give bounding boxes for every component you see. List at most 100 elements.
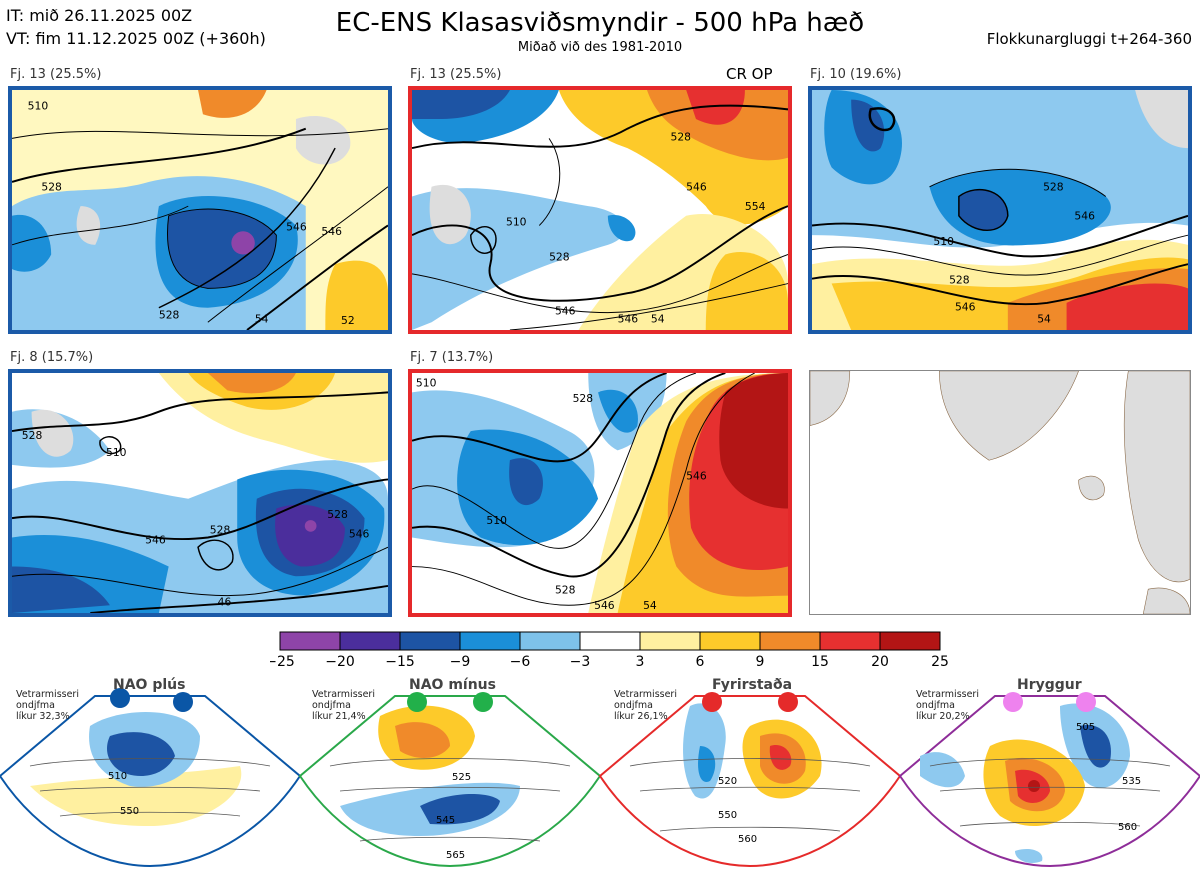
colorbar-swatch-6 bbox=[639, 631, 701, 651]
colorbar-swatch-2 bbox=[399, 631, 461, 651]
regime-nao-minus: 525 545 565 bbox=[298, 692, 602, 868]
panel-4-contour-5: 546 bbox=[145, 533, 166, 546]
panel-4-contour-7: 46 bbox=[218, 595, 232, 608]
regime-1-contour-1: 525 bbox=[452, 772, 471, 783]
regime-1-title: NAO mínus bbox=[409, 677, 496, 693]
regime-3-title: Hryggur bbox=[1017, 677, 1082, 693]
colorbar-tick-3: −9 bbox=[450, 654, 471, 670]
colorbar-tick-4: −6 bbox=[510, 654, 531, 670]
classification-window: Flokkunargluggi t+264-360 bbox=[986, 30, 1192, 48]
colorbar-swatch-3 bbox=[459, 631, 521, 651]
regime-0-title: NAO plús bbox=[113, 677, 186, 693]
colorbar-swatch-7 bbox=[699, 631, 761, 651]
cluster-map-4: 528 510 528 528 546 546 46 bbox=[8, 369, 392, 617]
panel-5-contour-6: 546 bbox=[594, 599, 615, 612]
regime-3-note-line-1: Vetrarmisseri bbox=[916, 689, 979, 700]
colorbar-swatch-4 bbox=[519, 631, 581, 651]
regime-2-note-line-1: Vetrarmisseri bbox=[614, 689, 677, 700]
panel-5-contour-4: 510 bbox=[486, 514, 507, 527]
colorbar-swatch-9 bbox=[819, 631, 881, 651]
regime-3-contour-3: 560 bbox=[1118, 822, 1137, 833]
colorbar-tick-5: −3 bbox=[570, 654, 591, 670]
panel-1-contour-1: 510 bbox=[28, 99, 49, 112]
colorbar-swatch-1 bbox=[339, 631, 401, 651]
panel-1-contour-6: 546 bbox=[286, 220, 307, 233]
panel-3-contour-1: 528 bbox=[1043, 181, 1064, 194]
empty-base-map bbox=[809, 370, 1191, 615]
panel-2-contour-5: 546 bbox=[686, 181, 707, 194]
regime-3-note-line-3: líkur 20,2% bbox=[916, 711, 970, 722]
panel-4-contour-6: 546 bbox=[349, 528, 370, 541]
regime-0-note-line-1: Vetrarmisseri bbox=[16, 689, 79, 700]
regime-0-contour-1: 510 bbox=[108, 771, 127, 782]
panel-5-contour-1: 510 bbox=[416, 377, 437, 390]
regime-nao-plus: 510 550 bbox=[0, 688, 302, 868]
valid-time: VT: fim 11.12.2025 00Z (+360h) bbox=[6, 29, 266, 48]
regime-1-note-line-2: ondjfma bbox=[312, 700, 351, 711]
panel-2-contour-6: 554 bbox=[745, 200, 766, 213]
panel-1-label: Fj. 13 (25.5%) bbox=[10, 67, 102, 82]
panel-3-contour-6: 54 bbox=[1037, 312, 1051, 325]
panel-4-contour-1: 528 bbox=[22, 429, 43, 442]
panel-2-tag: CR OP bbox=[726, 65, 773, 83]
panel-5-contour-3: 546 bbox=[686, 470, 707, 483]
regime-1-note-line-1: Vetrarmisseri bbox=[312, 689, 375, 700]
cluster-map-5: 510 528 546 510 528 546 54 bbox=[408, 369, 792, 617]
regime-2-title: Fyrirstaða bbox=[712, 677, 793, 693]
panel-3-contour-4: 528 bbox=[949, 274, 970, 287]
panel-5-contour-5: 528 bbox=[555, 584, 576, 597]
regime-2-note-line-2: ondjfma bbox=[614, 700, 653, 711]
colorbar-tick-9: 15 bbox=[811, 654, 829, 670]
cluster-map-2: 528 510 528 546 546 554 546 54 bbox=[408, 86, 792, 334]
panel-3-contour-5: 546 bbox=[955, 301, 976, 314]
panel-2-contour-1: 528 bbox=[671, 130, 692, 143]
panel-5-label: Fj. 7 (13.7%) bbox=[410, 350, 494, 365]
regime-0-note-line-2: ondjfma bbox=[16, 700, 55, 711]
regime-3-note-line-2: ondjfma bbox=[916, 700, 955, 711]
panel-3-label: Fj. 10 (19.6%) bbox=[810, 67, 902, 82]
panel-4-contour-3: 528 bbox=[210, 524, 231, 537]
regime-0-contour-2: 550 bbox=[120, 806, 139, 817]
panel-1-contour-3: 528 bbox=[159, 308, 180, 321]
colorbar-swatch-8 bbox=[759, 631, 821, 651]
page-subtitle: Miðað við des 1981-2010 bbox=[517, 40, 683, 55]
colorbar-tick-8: 9 bbox=[756, 654, 765, 670]
panel-1-contour-2: 528 bbox=[41, 181, 62, 194]
panel-2-contour-7: 546 bbox=[618, 312, 639, 325]
panel-4-label: Fj. 8 (15.7%) bbox=[10, 350, 94, 365]
panel-4-contour-4: 528 bbox=[327, 508, 348, 521]
panel-3-contour-3: 546 bbox=[1074, 210, 1095, 223]
panel-3-contour-2: 510 bbox=[933, 235, 954, 248]
colorbar-swatch-10 bbox=[879, 631, 941, 651]
regime-0-note: Vetrarmisseri ondjfma líkur 32,3% bbox=[16, 689, 79, 722]
panel-2-label: Fj. 13 (25.5%) bbox=[410, 67, 502, 82]
panel-2-contour-2: 510 bbox=[506, 216, 527, 229]
colorbar-tick-7: 6 bbox=[696, 654, 705, 670]
panel-5-contour-7: 54 bbox=[643, 599, 657, 612]
colorbar-swatch-5 bbox=[579, 631, 641, 651]
regime-1-note-line-3: líkur 21,4% bbox=[312, 711, 366, 722]
regime-1-contour-2: 545 bbox=[436, 815, 455, 826]
panel-4-contour-2: 510 bbox=[106, 446, 127, 459]
panel-5-contour-2: 528 bbox=[573, 392, 594, 405]
cluster-map-3: 528 510 546 528 546 54 bbox=[808, 86, 1192, 334]
regime-2-contour-3: 560 bbox=[738, 834, 757, 845]
panel-1-contour-5: 54 bbox=[255, 312, 269, 325]
colorbar-tick-6: 3 bbox=[636, 654, 645, 670]
panel-2-contour-3: 528 bbox=[549, 250, 570, 263]
panel-2-contour-4: 546 bbox=[555, 305, 576, 318]
colorbar: −25 −20 −15 −9 −6 −3 3 6 9 15 20 25 bbox=[270, 631, 949, 670]
regime-2-contour-1: 520 bbox=[718, 776, 737, 787]
page-title: EC-ENS Klasasviðsmyndir - 500 hPa hæð bbox=[335, 8, 865, 38]
regime-2-contour-2: 550 bbox=[718, 810, 737, 821]
regime-strip: 510 550 525 545 565 520 550 560 bbox=[0, 688, 1200, 868]
regime-ridge: 505 535 560 bbox=[898, 692, 1200, 868]
colorbar-tick-11: 25 bbox=[931, 654, 949, 670]
panel-2-contour-8: 54 bbox=[651, 312, 665, 325]
initial-time: IT: mið 26.11.2025 00Z bbox=[6, 6, 193, 25]
colorbar-tick-0: −25 bbox=[270, 654, 295, 670]
panel-1-contour-7: 52 bbox=[341, 314, 355, 327]
colorbar-tick-1: −20 bbox=[325, 654, 355, 670]
regime-blocking: 520 550 560 bbox=[598, 692, 902, 868]
regime-1-contour-3: 565 bbox=[446, 850, 465, 861]
